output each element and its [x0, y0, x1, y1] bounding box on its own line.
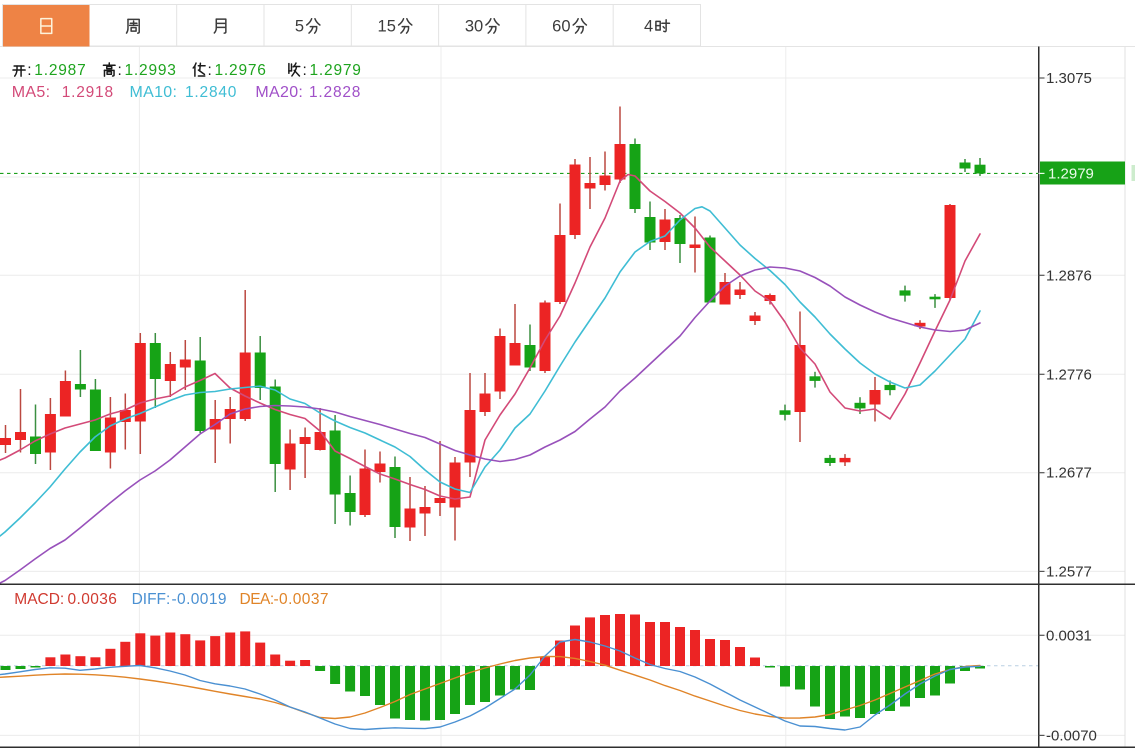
svg-text:1.2979: 1.2979 [1048, 166, 1094, 183]
svg-text:1.2776: 1.2776 [1046, 366, 1092, 383]
svg-text:DIFF:: DIFF: [132, 591, 171, 608]
svg-text::: : [27, 62, 31, 79]
svg-text:1.2979: 1.2979 [310, 62, 362, 79]
svg-text::: : [303, 62, 307, 79]
svg-text:1.2828: 1.2828 [309, 84, 361, 101]
svg-text:-0.0019: -0.0019 [172, 591, 227, 608]
svg-text:15: 15 [378, 18, 396, 36]
svg-text::: : [208, 62, 212, 79]
svg-text:1.2577: 1.2577 [1046, 563, 1092, 580]
svg-text:1.2918: 1.2918 [62, 84, 114, 101]
svg-text:MA20:: MA20: [255, 84, 303, 101]
svg-text:MA10:: MA10: [130, 84, 178, 101]
svg-text:4: 4 [644, 18, 653, 36]
svg-text:1.2976: 1.2976 [215, 62, 267, 79]
svg-text::: : [118, 62, 122, 79]
svg-text:MACD:: MACD: [14, 591, 64, 608]
svg-text:DEA:: DEA: [240, 591, 274, 608]
svg-text:0.0036: 0.0036 [68, 591, 118, 608]
svg-text:1.3075: 1.3075 [1046, 70, 1092, 87]
svg-text:1.2876: 1.2876 [1046, 267, 1092, 284]
svg-text:60: 60 [552, 18, 570, 36]
svg-text:0.0031: 0.0031 [1046, 627, 1092, 644]
svg-text:-0.0070: -0.0070 [1046, 727, 1097, 744]
svg-text:-0.0037: -0.0037 [274, 591, 329, 608]
svg-text:1.2993: 1.2993 [125, 62, 177, 79]
svg-text:MA5:: MA5: [12, 84, 51, 101]
svg-text:5: 5 [295, 18, 304, 36]
svg-text:30: 30 [465, 18, 483, 36]
svg-text:1.2840: 1.2840 [185, 84, 237, 101]
svg-text:1.2987: 1.2987 [34, 62, 86, 79]
svg-text:1.2677: 1.2677 [1046, 465, 1092, 482]
